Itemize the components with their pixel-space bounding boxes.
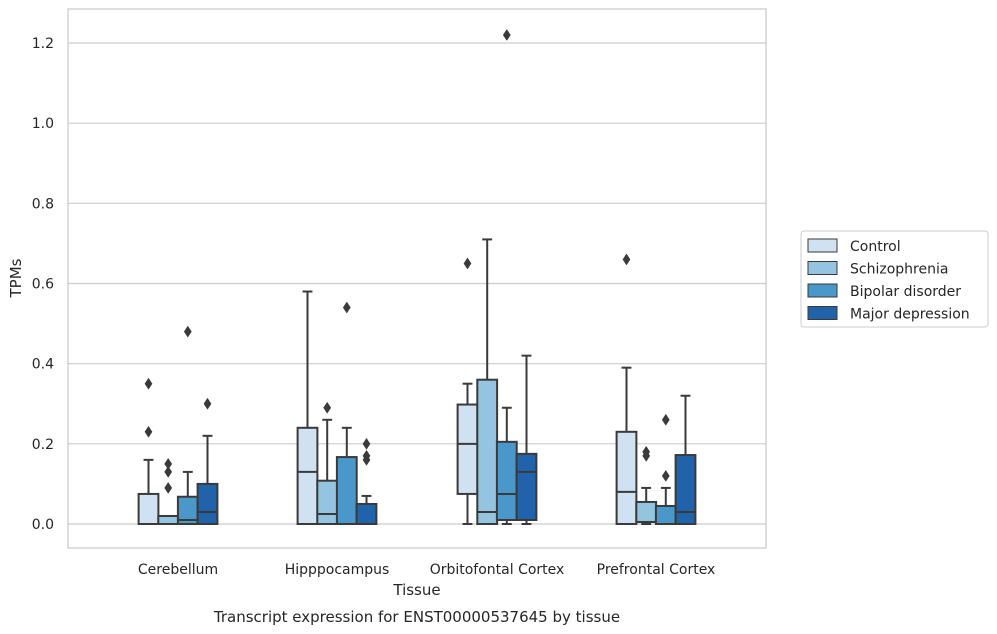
y-tick-label: 0.8	[32, 196, 54, 212]
plot-frame	[67, 8, 767, 549]
y-tick-label: 0.0	[32, 517, 54, 533]
outlier-point	[622, 253, 631, 266]
box	[355, 502, 378, 526]
outlier-point	[362, 437, 371, 450]
outlier-point	[502, 29, 511, 41]
outlier-point	[183, 325, 192, 338]
legend-swatch	[807, 261, 838, 275]
box	[196, 482, 219, 525]
x-tick-label: Orbitofontal Cortex	[430, 562, 565, 578]
box	[335, 456, 358, 525]
box	[476, 378, 499, 526]
y-tick-label: 0.6	[32, 277, 54, 293]
legend-label: Bipolar disorder	[850, 284, 961, 300]
chart-title: Transcript expression for ENST0000053764…	[213, 608, 620, 626]
y-tick-label: 0.4	[32, 357, 54, 373]
legend-label: Major depression	[850, 307, 970, 323]
box	[654, 504, 677, 525]
legend-swatch	[807, 283, 838, 298]
box	[456, 403, 479, 495]
x-tick-label: Prefrontal Cortex	[597, 562, 716, 578]
box	[635, 500, 658, 523]
y-tick-label: 1.0	[32, 116, 54, 132]
outlier-point	[661, 413, 670, 426]
outlier-point	[144, 377, 153, 390]
outlier-point	[323, 401, 332, 414]
x-axis-title: Tissue	[392, 581, 440, 599]
outlier-point	[203, 397, 212, 410]
box	[495, 440, 518, 521]
outlier-point	[144, 425, 153, 438]
legend-swatch	[807, 238, 838, 253]
box	[674, 454, 697, 526]
outlier-point	[342, 301, 351, 314]
outlier-point	[164, 481, 173, 494]
legend-swatch	[807, 306, 838, 320]
legend-label: Control	[850, 239, 901, 255]
legend-label: Schizophrenia	[850, 262, 948, 278]
outlier-point	[164, 457, 173, 470]
legend-box	[800, 230, 989, 328]
y-axis-title: TPMs	[7, 258, 25, 298]
box	[316, 479, 339, 525]
box	[515, 452, 538, 521]
y-tick-label: 1.2	[32, 36, 54, 52]
outlier-point	[661, 469, 670, 482]
outlier-point	[164, 465, 173, 478]
outlier-point	[642, 445, 651, 458]
y-tick-label: 0.2	[32, 437, 54, 453]
outlier-point	[362, 449, 371, 462]
box	[157, 514, 180, 526]
x-tick-label: Hipppocampus	[285, 562, 390, 578]
box	[296, 426, 319, 525]
box	[615, 430, 638, 525]
outlier-point	[463, 257, 472, 270]
x-tick-label: Cerebellum	[138, 562, 218, 578]
box	[137, 492, 160, 525]
